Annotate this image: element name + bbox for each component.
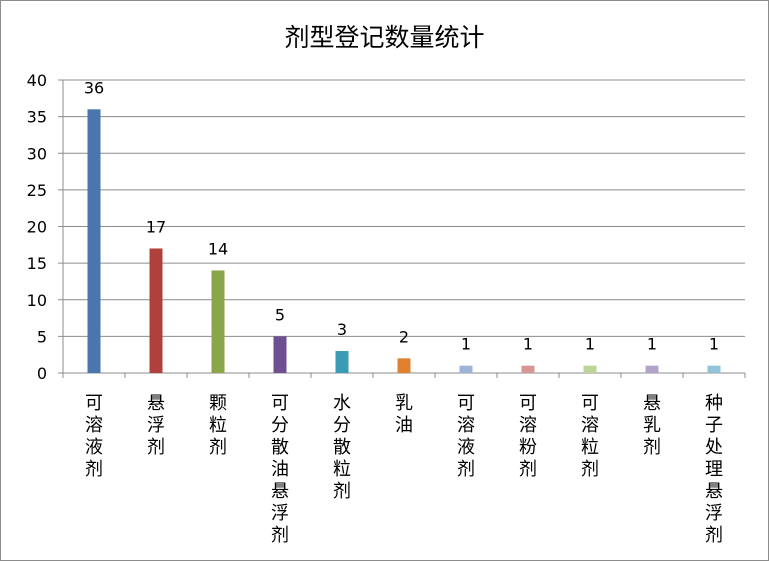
- chart-title: 剂型登记数量统计: [284, 23, 485, 52]
- data-label: 5: [275, 305, 285, 324]
- y-tick-label: 35: [27, 108, 47, 127]
- category-label: 悬乳剂: [643, 393, 661, 458]
- y-tick-label: 40: [27, 71, 47, 90]
- data-label: 1: [523, 335, 533, 354]
- bar: [459, 365, 473, 373]
- y-tick-labels: 0 5 10 15 20 25 30 35 40: [27, 71, 47, 383]
- data-label: 14: [208, 239, 228, 258]
- bar: [645, 365, 659, 373]
- category-label: 可分散油悬浮剂: [271, 393, 289, 546]
- gridlines: [63, 79, 745, 337]
- data-label: 1: [647, 335, 657, 354]
- data-label: 1: [461, 335, 471, 354]
- bar: [87, 109, 101, 374]
- category-label: 可溶液剂: [85, 393, 103, 480]
- data-label: 1: [585, 335, 595, 354]
- category-labels: 可溶液剂 悬浮剂 颗粒剂 可分散油悬浮剂 水分散粒剂 乳油 可溶液剂 可溶粉剂 可溶粒剂 悬乳剂 种…: [85, 393, 723, 546]
- category-label: 可溶粒剂: [581, 393, 599, 480]
- y-tick-label: 30: [27, 144, 47, 163]
- bar: [273, 336, 287, 373]
- y-tick-label: 0: [37, 364, 47, 383]
- bars: [87, 109, 721, 374]
- bar: [211, 270, 225, 373]
- category-label: 水分散粒剂: [333, 393, 351, 502]
- y-tick-label: 10: [27, 291, 47, 310]
- data-labels: 36 17 14 5 3 2 1 1 1 1 1: [84, 78, 719, 353]
- bar: [583, 365, 597, 373]
- category-label: 种子处理悬浮剂: [705, 393, 723, 546]
- category-label: 悬浮剂: [147, 393, 165, 458]
- category-label: 乳油: [395, 393, 413, 436]
- bar: [149, 248, 163, 373]
- data-label: 17: [146, 217, 166, 236]
- data-label: 3: [337, 320, 347, 339]
- data-label: 36: [84, 78, 104, 97]
- category-label: 可溶粉剂: [519, 393, 537, 480]
- category-label: 可溶液剂: [457, 393, 475, 480]
- bar: [397, 358, 411, 373]
- y-tick-label: 25: [27, 181, 47, 200]
- y-tick-label: 5: [37, 327, 47, 346]
- data-label: 1: [709, 335, 719, 354]
- category-label: 颗粒剂: [209, 393, 227, 458]
- bar: [335, 351, 349, 373]
- bar: [707, 365, 721, 373]
- y-tick-label: 20: [27, 218, 47, 237]
- y-tick-label: 15: [27, 254, 47, 273]
- bar: [521, 365, 535, 373]
- data-label: 2: [399, 327, 409, 346]
